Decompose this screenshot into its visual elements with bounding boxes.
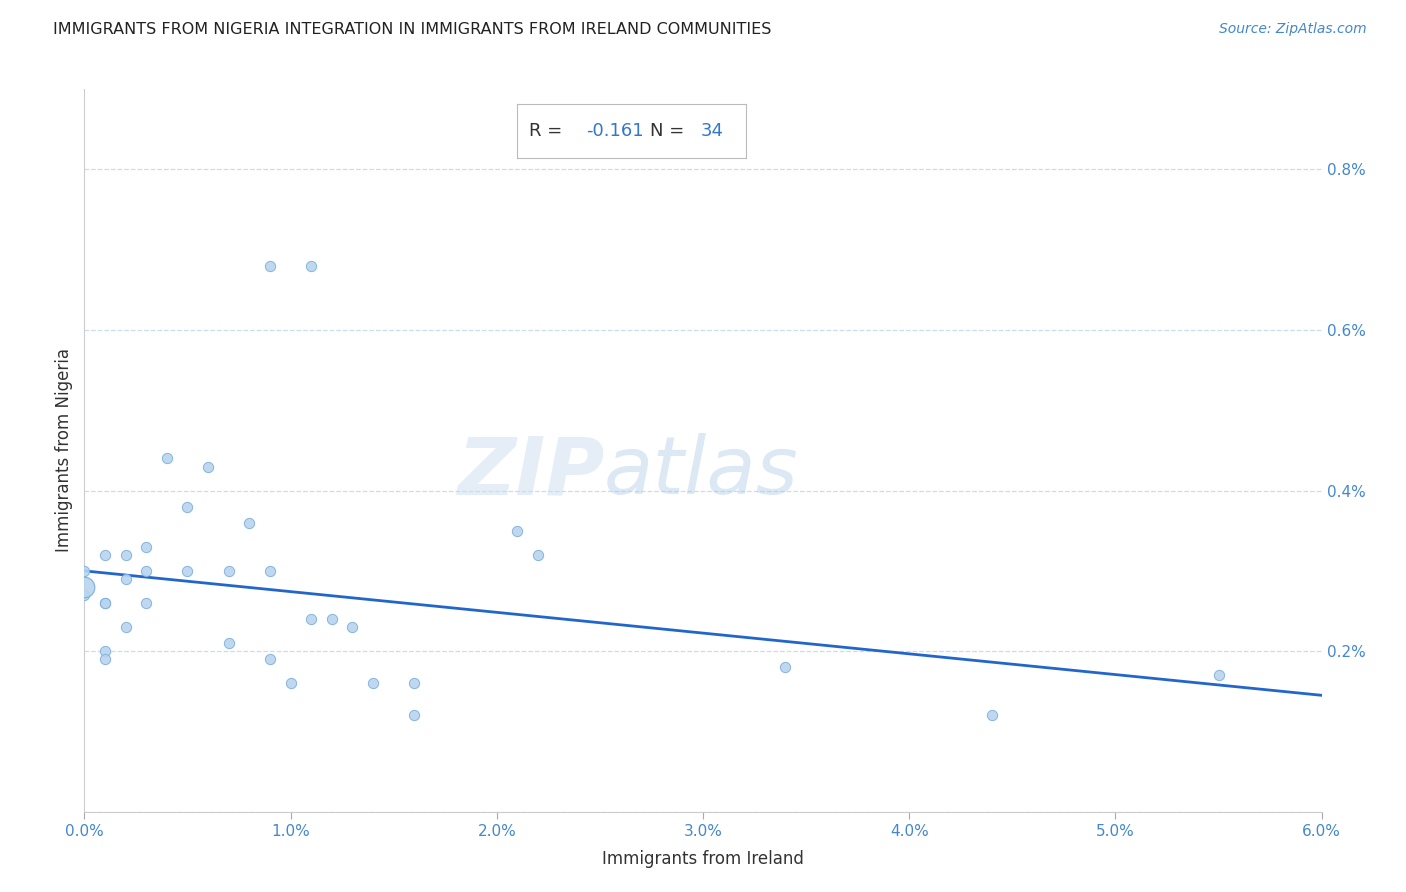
- Point: [280, 676, 302, 690]
- Point: [135, 540, 157, 554]
- Point: [94, 596, 117, 610]
- Point: [73, 580, 96, 594]
- Point: [775, 660, 797, 674]
- Point: [73, 564, 96, 578]
- Point: [299, 612, 322, 626]
- Point: [218, 564, 240, 578]
- Point: [342, 620, 364, 634]
- Point: [135, 596, 157, 610]
- Point: [135, 564, 157, 578]
- Point: [259, 564, 281, 578]
- Point: [94, 596, 117, 610]
- Point: [238, 516, 260, 530]
- Point: [176, 564, 198, 578]
- Point: [114, 548, 136, 562]
- Point: [94, 652, 117, 666]
- Point: [156, 451, 179, 466]
- Point: [506, 524, 529, 538]
- Point: [321, 612, 343, 626]
- Point: [114, 572, 136, 586]
- Y-axis label: Immigrants from Nigeria: Immigrants from Nigeria: [55, 349, 73, 552]
- Point: [980, 708, 1002, 723]
- Point: [94, 548, 117, 562]
- Point: [404, 708, 426, 723]
- Text: ZIP: ZIP: [457, 434, 605, 511]
- Text: Source: ZipAtlas.com: Source: ZipAtlas.com: [1219, 22, 1367, 37]
- Point: [94, 644, 117, 658]
- Point: [176, 500, 198, 514]
- Text: IMMIGRANTS FROM NIGERIA INTEGRATION IN IMMIGRANTS FROM IRELAND COMMUNITIES: IMMIGRANTS FROM NIGERIA INTEGRATION IN I…: [53, 22, 772, 37]
- Point: [299, 259, 322, 273]
- Point: [259, 259, 281, 273]
- Point: [1208, 668, 1230, 682]
- Point: [197, 459, 219, 474]
- Point: [527, 548, 550, 562]
- X-axis label: Immigrants from Ireland: Immigrants from Ireland: [602, 850, 804, 868]
- Point: [259, 652, 281, 666]
- Point: [114, 620, 136, 634]
- Point: [218, 636, 240, 650]
- Point: [404, 676, 426, 690]
- Point: [73, 588, 96, 602]
- Text: atlas: atlas: [605, 434, 799, 511]
- Point: [361, 676, 384, 690]
